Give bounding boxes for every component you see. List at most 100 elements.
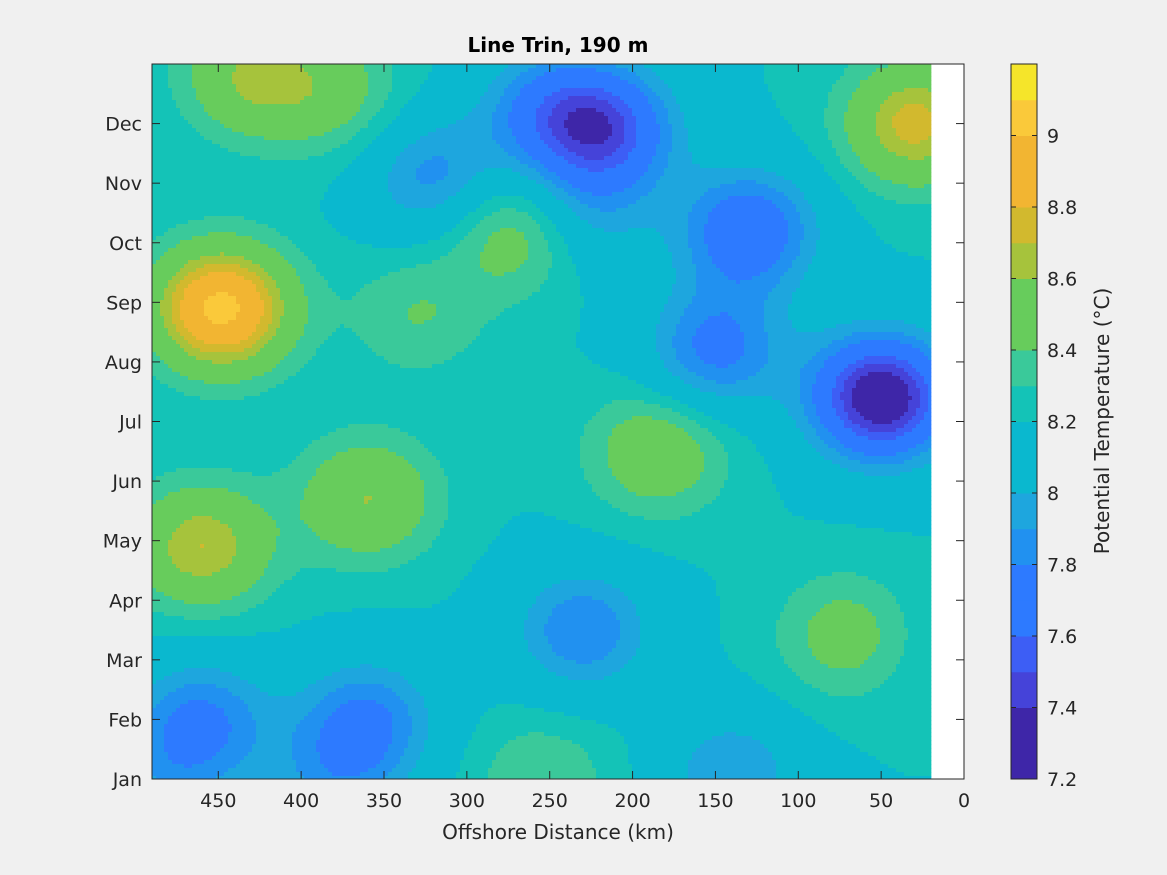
contour-cell: [304, 124, 309, 129]
contour-cell: [264, 80, 269, 85]
contour-cell: [780, 104, 785, 109]
contour-cell: [440, 100, 445, 105]
contour-cell: [400, 148, 405, 153]
contour-cell: [668, 120, 673, 125]
contour-cell: [556, 140, 561, 145]
contour-cell: [928, 144, 931, 149]
contour-cell: [168, 64, 173, 69]
contour-cell: [192, 164, 197, 169]
contour-cell: [152, 104, 157, 109]
contour-cell: [484, 140, 489, 145]
contour-cell: [912, 132, 917, 137]
contour-cell: [756, 104, 761, 109]
contour-cell: [716, 148, 721, 153]
contour-cell: [772, 152, 777, 157]
contour-cell: [644, 64, 649, 69]
contour-cell: [732, 84, 737, 89]
contour-cell: [916, 156, 921, 161]
contour-cell: [316, 164, 321, 169]
contour-cell: [668, 152, 673, 157]
contour-cell: [900, 100, 905, 105]
contour-cell: [444, 92, 449, 97]
contour-cell: [212, 128, 217, 133]
contour-cell: [860, 160, 865, 165]
contour-cell: [284, 148, 289, 153]
contour-cell: [512, 136, 517, 141]
contour-cell: [608, 156, 613, 161]
contour-cell: [896, 120, 901, 125]
contour-cell: [440, 76, 445, 81]
contour-cell: [492, 144, 497, 149]
contour-cell: [884, 152, 889, 157]
contour-cell: [676, 116, 681, 121]
contour-cell: [296, 120, 301, 125]
contour-cell: [332, 104, 337, 109]
contour-cell: [304, 112, 309, 117]
contour-cell: [852, 136, 857, 141]
contour-cell: [296, 140, 301, 145]
contour-cell: [520, 120, 525, 125]
contour-cell: [508, 76, 513, 81]
contour-cell: [224, 128, 229, 133]
contour-cell: [256, 92, 261, 97]
contour-cell: [924, 76, 929, 81]
contour-cell: [268, 88, 273, 93]
contour-cell: [288, 64, 293, 69]
contour-cell: [216, 92, 221, 97]
contour-cell: [304, 160, 309, 165]
contour-cell: [548, 116, 553, 121]
contour-cell: [764, 120, 769, 125]
contour-cell: [868, 128, 873, 133]
contour-cell: [248, 164, 253, 169]
contour-cell: [316, 88, 321, 93]
contour-cell: [708, 148, 713, 153]
contour-cell: [184, 64, 189, 69]
contour-cell: [616, 156, 621, 161]
contour-cell: [408, 84, 413, 89]
contour-cell: [356, 96, 361, 101]
contour-cell: [544, 72, 549, 77]
contour-cell: [696, 160, 701, 165]
contour-cell: [912, 64, 917, 69]
contour-cell: [680, 156, 685, 161]
contour-cell: [400, 64, 405, 69]
contour-cell: [172, 156, 177, 161]
contour-cell: [624, 144, 629, 149]
contour-cell: [368, 96, 373, 101]
contour-cell: [832, 140, 837, 145]
contour-cell: [288, 128, 293, 133]
contour-cell: [308, 132, 313, 137]
contour-cell: [640, 76, 645, 81]
contour-cell: [508, 108, 513, 113]
contour-cell: [588, 164, 593, 169]
contour-cell: [564, 108, 569, 113]
contour-cell: [240, 112, 245, 117]
contour-cell: [232, 124, 237, 129]
contour-cell: [652, 72, 657, 77]
contour-cell: [408, 116, 413, 121]
contour-cell: [632, 124, 637, 129]
contour-cell: [392, 116, 397, 121]
contour-cell: [720, 108, 725, 113]
contour-cell: [864, 148, 869, 153]
contour-cell: [632, 156, 637, 161]
contour-cell: [328, 80, 333, 85]
contour-cell: [312, 136, 317, 141]
contour-cell: [604, 88, 609, 93]
contour-cell: [224, 144, 229, 149]
contour-cell: [532, 124, 537, 129]
contour-cell: [176, 152, 181, 157]
contour-cell: [884, 144, 889, 149]
contour-cell: [224, 156, 229, 161]
contour-cell: [736, 92, 741, 97]
contour-cell: [236, 116, 241, 121]
contour-cell: [308, 116, 313, 121]
contour-cell: [656, 160, 661, 165]
contour-cell: [172, 80, 177, 85]
contour-cell: [436, 84, 441, 89]
contour-cell: [884, 64, 889, 69]
contour-cell: [380, 76, 385, 81]
contour-cell: [332, 96, 337, 101]
contour-cell: [928, 160, 931, 165]
contour-cell: [372, 152, 377, 157]
